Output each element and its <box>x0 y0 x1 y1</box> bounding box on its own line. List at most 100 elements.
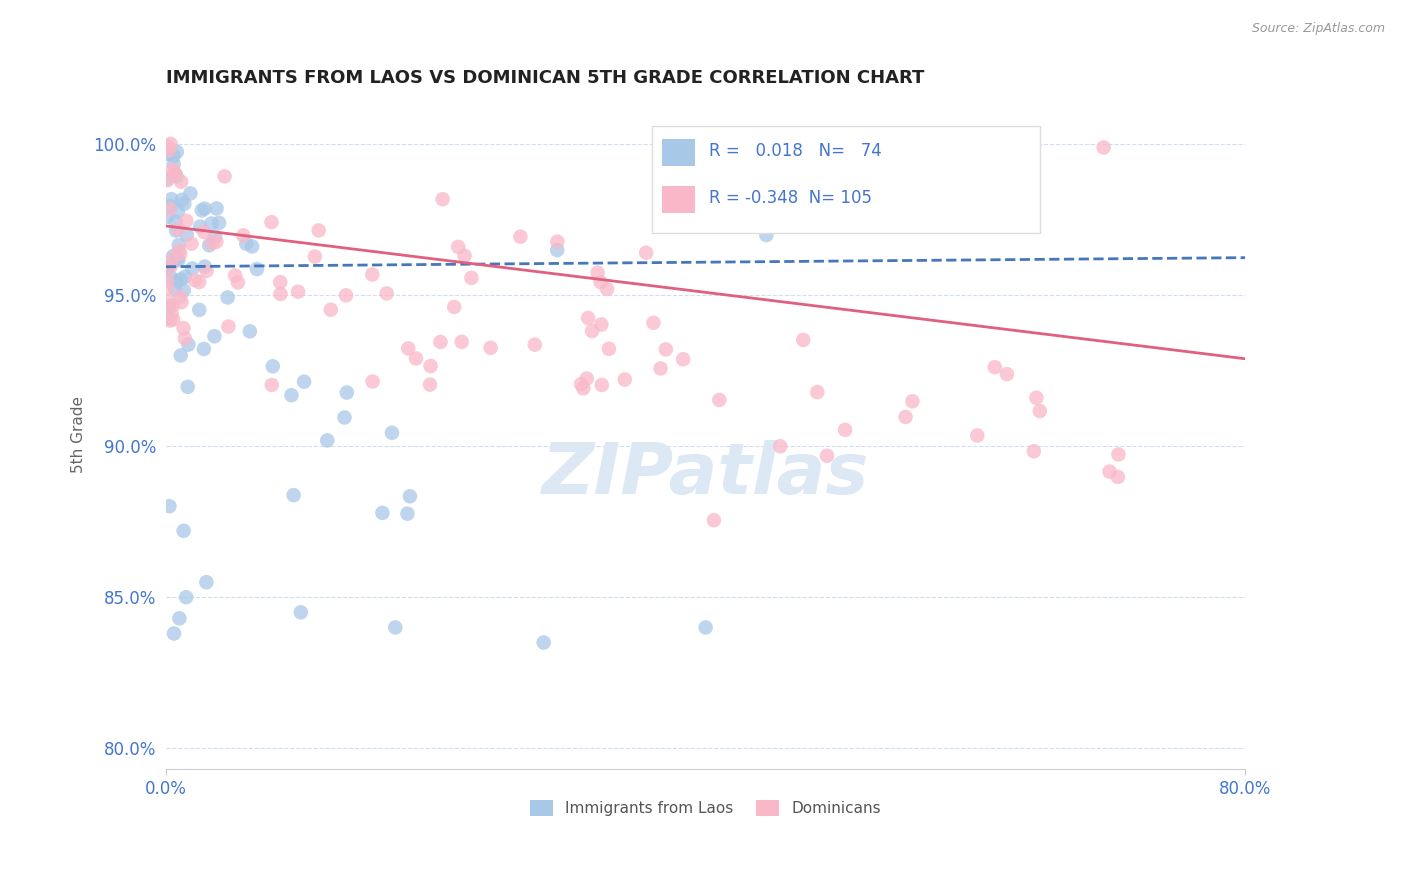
Point <box>156 274 179 288</box>
Point <box>655 343 678 357</box>
Point <box>591 318 613 332</box>
Point <box>1098 465 1121 479</box>
Point <box>226 276 249 290</box>
Point <box>596 282 619 296</box>
Point <box>159 260 181 274</box>
Point <box>432 192 454 206</box>
Point <box>1107 470 1129 484</box>
Point <box>214 169 236 184</box>
Point <box>174 331 197 345</box>
Point <box>191 203 214 218</box>
Point <box>232 228 254 243</box>
Point <box>287 285 309 299</box>
Point <box>181 261 204 276</box>
Point <box>447 240 470 254</box>
Point <box>546 235 568 249</box>
Point <box>166 145 188 159</box>
Point <box>195 575 218 590</box>
FancyBboxPatch shape <box>662 186 695 213</box>
Point <box>235 236 257 251</box>
Text: IMMIGRANTS FROM LAOS VS DOMINICAN 5TH GRADE CORRELATION CHART: IMMIGRANTS FROM LAOS VS DOMINICAN 5TH GR… <box>166 69 924 87</box>
Point <box>429 334 451 349</box>
Text: Source: ZipAtlas.com: Source: ZipAtlas.com <box>1251 22 1385 36</box>
Point <box>450 334 472 349</box>
Point <box>204 229 226 244</box>
Point <box>262 359 284 374</box>
Point <box>479 341 502 355</box>
Point <box>200 217 222 231</box>
Point <box>419 377 441 392</box>
Point <box>201 235 224 250</box>
Text: ZIPatlas: ZIPatlas <box>541 440 869 509</box>
Point <box>901 394 924 409</box>
Point <box>165 169 187 184</box>
Point <box>260 378 283 392</box>
Point <box>157 143 180 157</box>
Point <box>208 216 231 230</box>
Point <box>174 591 197 605</box>
Point <box>188 275 211 289</box>
Point <box>304 250 326 264</box>
Point <box>217 319 239 334</box>
Point <box>169 611 191 625</box>
Point <box>361 375 384 389</box>
Y-axis label: 5th Grade: 5th Grade <box>72 396 86 473</box>
Point <box>180 236 202 251</box>
Point <box>643 316 665 330</box>
Point <box>170 272 193 286</box>
Point <box>703 513 725 527</box>
Point <box>443 300 465 314</box>
Point <box>396 342 419 356</box>
Point <box>159 313 181 327</box>
Point <box>650 361 672 376</box>
Point <box>1025 391 1047 405</box>
Point <box>156 171 179 186</box>
Point <box>361 268 384 282</box>
Point <box>589 275 612 289</box>
Point <box>163 167 186 181</box>
Point <box>966 428 988 442</box>
Point <box>769 439 792 453</box>
Point <box>170 193 193 207</box>
Point <box>160 270 183 285</box>
Point <box>333 410 356 425</box>
Point <box>159 259 181 273</box>
Point <box>280 388 302 402</box>
FancyBboxPatch shape <box>651 126 1040 233</box>
Point <box>163 626 186 640</box>
Point <box>176 227 198 242</box>
Point <box>453 249 475 263</box>
Text: R = -0.348  N= 105: R = -0.348 N= 105 <box>709 189 872 207</box>
Point <box>695 620 717 634</box>
Point <box>290 605 312 619</box>
Point <box>575 371 598 385</box>
Point <box>169 290 191 304</box>
Point <box>165 282 187 296</box>
Point <box>316 434 339 448</box>
Point <box>569 377 592 392</box>
Point <box>156 173 179 187</box>
Point <box>598 342 620 356</box>
Point <box>396 507 419 521</box>
Point <box>162 162 184 177</box>
Point <box>636 245 658 260</box>
Point <box>159 136 181 151</box>
Point <box>572 381 595 395</box>
Point <box>1092 140 1115 154</box>
Point <box>217 290 239 304</box>
Point <box>260 215 283 229</box>
Point <box>159 202 181 216</box>
Point <box>205 202 228 216</box>
Point <box>672 352 695 367</box>
Point <box>170 348 193 362</box>
Point <box>984 360 1007 375</box>
Point <box>167 244 190 258</box>
Point <box>174 269 197 284</box>
Point <box>169 247 191 261</box>
Point <box>194 260 217 274</box>
Point <box>163 157 186 171</box>
Point <box>581 324 603 338</box>
Point <box>195 264 218 278</box>
Point <box>162 249 184 263</box>
Point <box>509 229 531 244</box>
